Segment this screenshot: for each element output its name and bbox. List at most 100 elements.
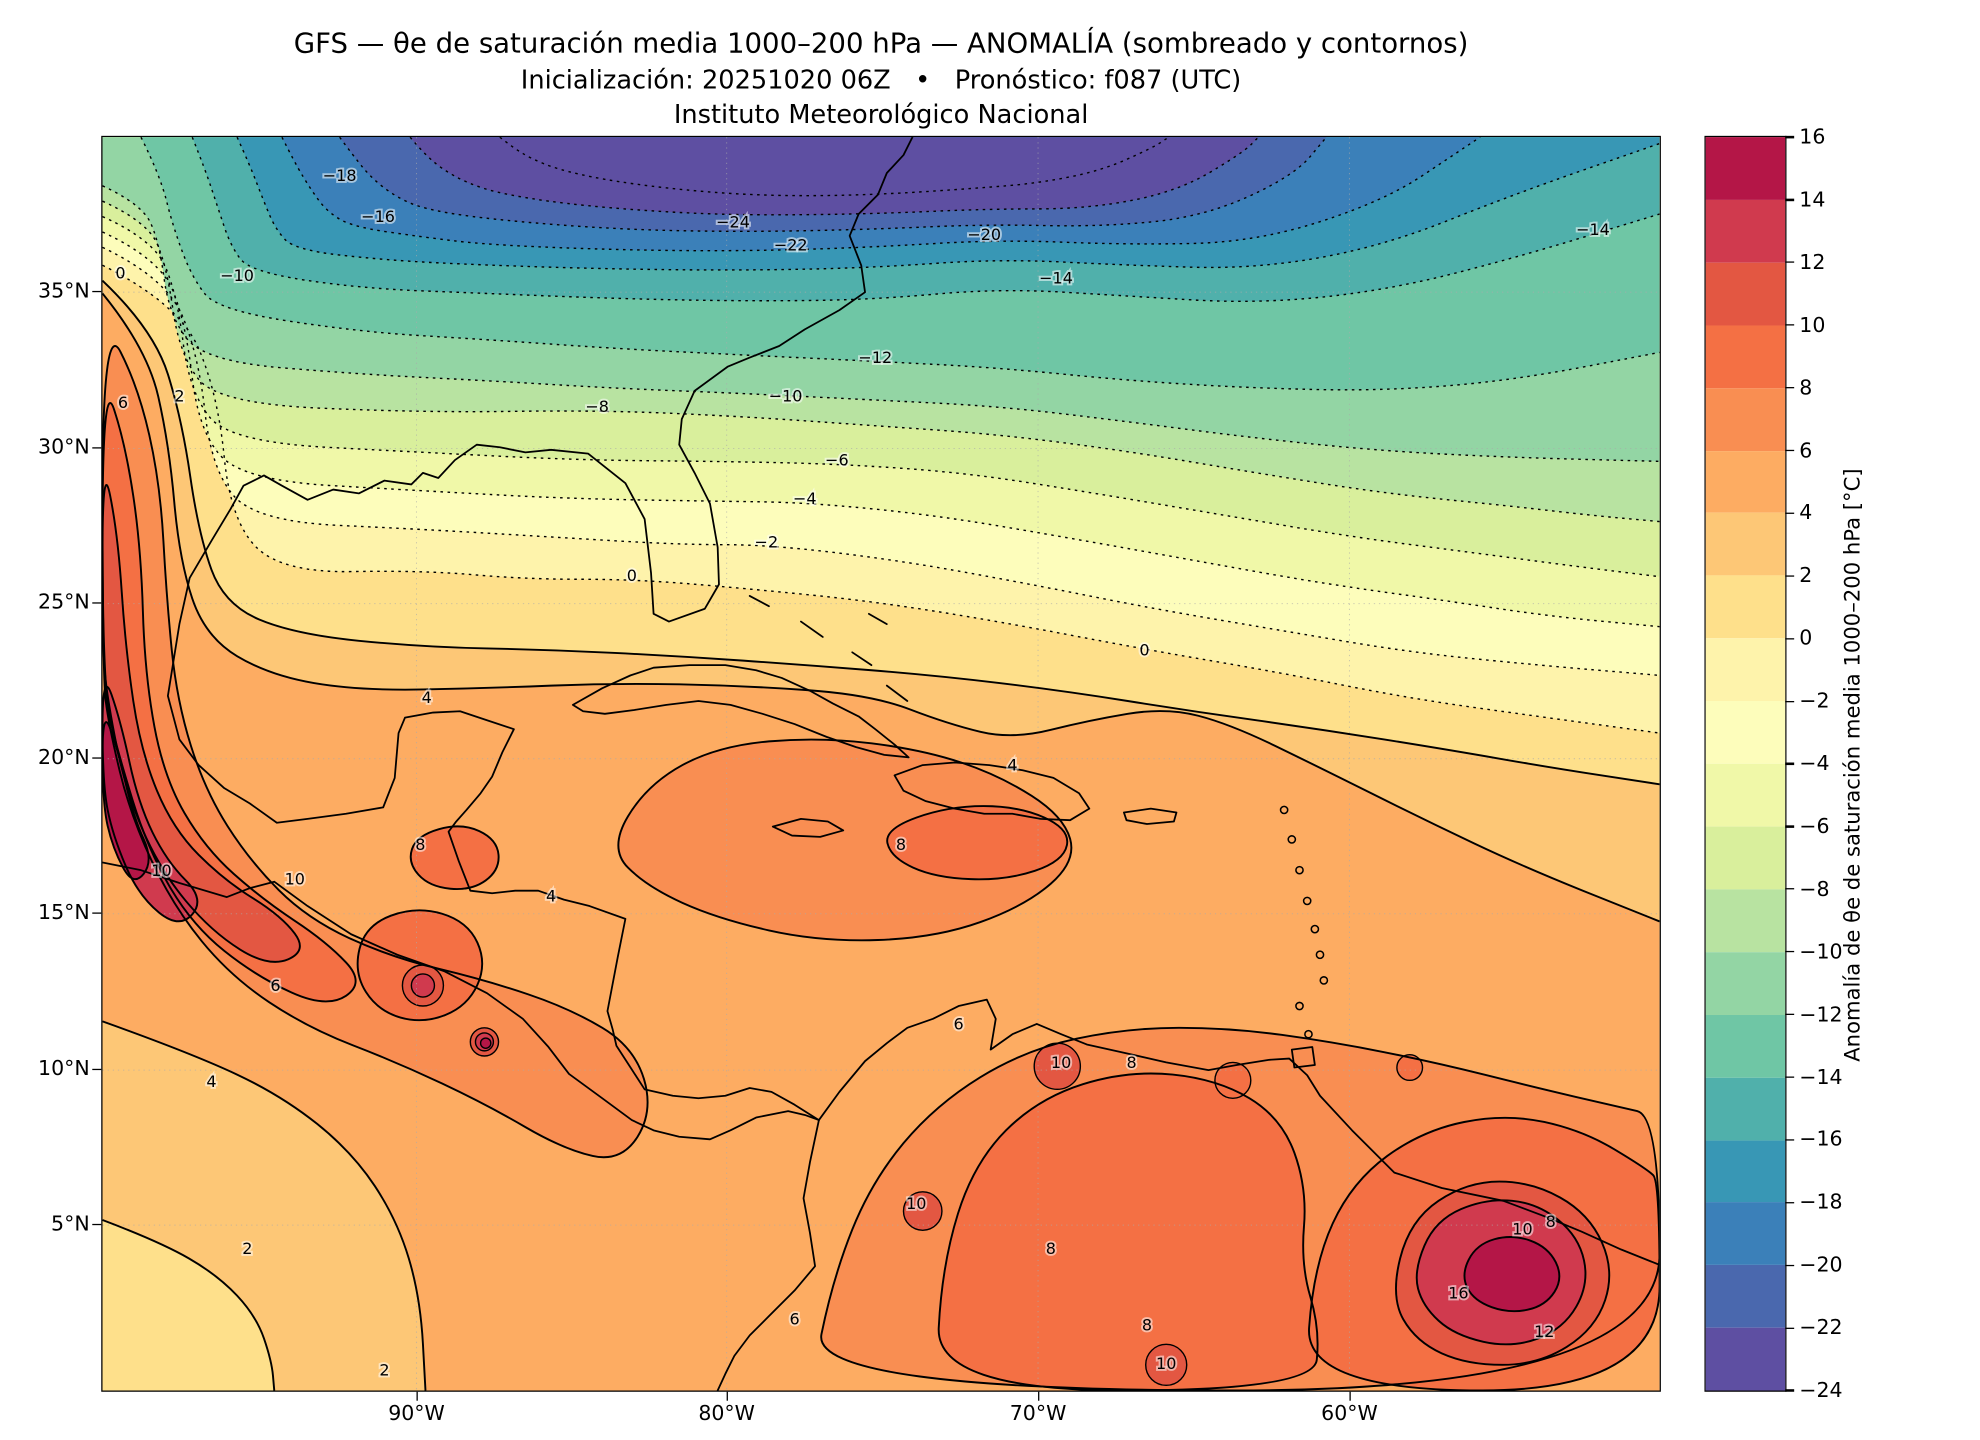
contour-label: 8: [1546, 1212, 1556, 1231]
contour-line--20: [339, 137, 1327, 233]
contour-line--4: [102, 231, 1660, 628]
contour-line-r10c: [1395, 1180, 1611, 1366]
contour-line-b2: [102, 279, 1660, 786]
corner-band-0: [102, 1220, 275, 1391]
contour-label: 0: [1139, 640, 1149, 659]
colorbar-segment: [1705, 137, 1786, 200]
contour-line--18: [281, 137, 1481, 252]
contour-line--22: [409, 137, 1259, 216]
colorbar-tick-label: −4: [1799, 750, 1830, 776]
contour-line-r6a: [102, 345, 649, 1159]
contour-line-r6b: [617, 738, 1073, 942]
colorbar-tick-label: 6: [1799, 437, 1813, 462]
coastline: [102, 861, 820, 1141]
colorbar-tick-mark: [1785, 199, 1795, 201]
chart-title: GFS — θe de saturación media 1000–200 hP…: [293, 28, 1469, 61]
lat-tick-mark: [92, 1068, 102, 1071]
warm-spot: [479, 1037, 492, 1050]
lon-tick-label: 80°W: [698, 1400, 755, 1426]
contour-label: 8: [1142, 1316, 1152, 1335]
contour-line--2: [102, 246, 1660, 677]
colorbar-tick-label: −6: [1799, 813, 1830, 838]
colorbar-segment: [1705, 387, 1786, 451]
contour-label: −10: [769, 387, 803, 406]
contour-label: 6: [118, 393, 128, 412]
contour-line-r8e: [937, 1072, 1319, 1391]
colorbar-tick-label: 14: [1799, 186, 1826, 212]
contour-line--16: [236, 137, 1660, 271]
colorbar-segment: [1705, 701, 1786, 764]
coastline: [893, 761, 1091, 822]
contour-line--14: [191, 137, 1660, 303]
lat-tick-label: 25°N: [38, 589, 90, 614]
colorbar-tick-mark: [1785, 1327, 1795, 1329]
contour-label: 0: [627, 566, 637, 585]
lat-tick-mark: [92, 602, 102, 604]
colorbar-segment: [1705, 575, 1786, 639]
anomaly-map: −18−16 −24−22−20−14−14−100−12−10−8−6−4−20…: [102, 137, 1660, 1391]
colorbar-tick-label: 10: [1799, 312, 1826, 337]
contour-line--12: [140, 137, 1660, 391]
colorbar-tick-mark: [1785, 825, 1795, 828]
cold-band--22: [102, 137, 1660, 215]
colorbar-tick-mark: [1785, 512, 1795, 515]
colorbar-tick-label: −24: [1799, 1377, 1843, 1403]
lat-tick-label: 5°N: [51, 1211, 90, 1236]
contour-label: −10: [220, 266, 254, 285]
lon-tick-mark: [416, 1391, 419, 1401]
colorbar-segment: [1705, 1202, 1786, 1266]
contour-label: −16: [361, 207, 395, 226]
contour-line-r14a: [102, 721, 150, 881]
contour-line-0: [102, 264, 1660, 734]
colorbar-segment: [1705, 763, 1786, 827]
lon-tick-mark: [1349, 1391, 1352, 1401]
colorbar-tick-mark: [1785, 324, 1795, 327]
contour-label: 10: [1051, 1053, 1071, 1072]
colorbar-tick-label: −10: [1799, 938, 1843, 964]
contour-label: −2: [755, 533, 779, 552]
chart-subtitle: Inicialización: 20251020 06Z • Pronóstic…: [520, 64, 1242, 95]
contour-line-r12a: [102, 685, 199, 923]
lat-tick-label: 30°N: [38, 434, 90, 459]
lon-tick-mark: [726, 1391, 729, 1401]
colorbar-segment: [1705, 889, 1786, 952]
contour-label: 10: [1512, 1220, 1532, 1239]
contour-line-r2c: [102, 1020, 427, 1391]
island: [1304, 1029, 1313, 1039]
colorbar-segment: [1705, 199, 1786, 263]
lat-tick-mark: [92, 447, 102, 449]
colorbar-tick-label: 4: [1799, 500, 1813, 525]
colorbar-tick-label: 8: [1799, 374, 1813, 400]
positive-contour-lines: [102, 279, 1660, 1391]
lat-tick-mark: [92, 290, 102, 293]
contour-label: −14: [1039, 269, 1073, 288]
lat-tick-mark: [92, 1223, 102, 1226]
colorbar-tick-mark: [1785, 951, 1795, 953]
contour-label: 12: [1534, 1322, 1554, 1341]
lon-tick-mark: [1038, 1391, 1040, 1401]
contour-line-r6c: [820, 1026, 1660, 1391]
lat-tick-label: 20°N: [38, 744, 90, 769]
island: [1295, 1001, 1304, 1011]
coastline: [1290, 1046, 1316, 1069]
contour-label: −12: [858, 348, 892, 367]
colorbar-tick-mark: [1785, 575, 1795, 577]
contour-line-b4: [102, 292, 1660, 923]
contour-label: 4: [206, 1072, 216, 1091]
colorbar-tick-mark: [1785, 1076, 1795, 1079]
contour-line-r8b: [356, 909, 484, 1022]
lon-tick-label: 70°W: [1009, 1400, 1067, 1426]
contour-label: −8: [585, 397, 609, 416]
contour-label: 8: [1127, 1053, 1137, 1072]
coastlines: [102, 137, 1660, 1391]
contour-label: 16: [1448, 1284, 1468, 1303]
island: [1310, 924, 1320, 934]
contour-line--10: [102, 185, 1660, 463]
colorbar-segment: [1705, 1327, 1786, 1391]
warm-cell-r8d: [887, 806, 1068, 880]
map-frame: −18 −16 −24 −22 −20 −14 −14 −10 0 −12 −10 −8 −6 −4 −2 0…: [101, 135, 1661, 1392]
island: [1315, 950, 1325, 960]
contour-label: 6: [954, 1015, 964, 1034]
contour-label: 4: [546, 886, 556, 905]
